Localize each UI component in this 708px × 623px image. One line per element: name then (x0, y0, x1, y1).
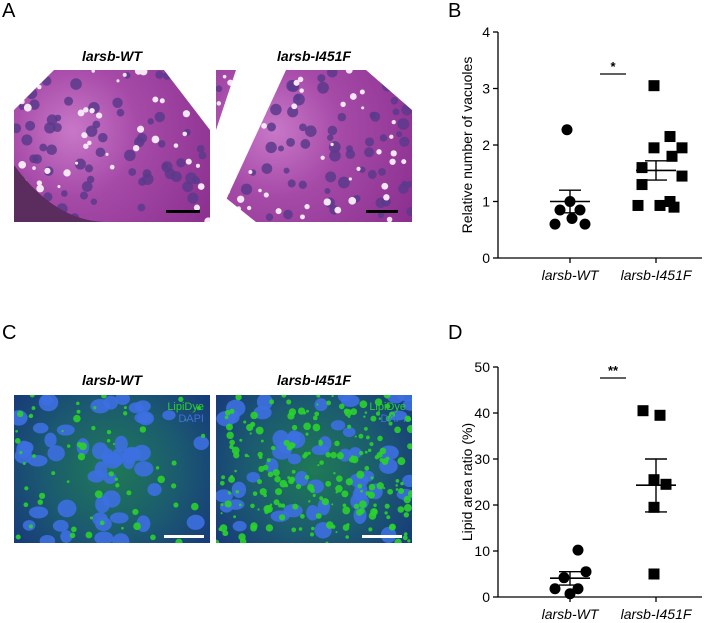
scale-bar (166, 210, 200, 213)
y-tick-label: 0 (482, 589, 490, 605)
data-point (564, 588, 576, 600)
y-tick-label: 50 (474, 359, 490, 375)
data-point (654, 409, 666, 421)
x-tick-label: larsb-I451F (621, 606, 693, 622)
panel-a-right-title: larsb-I451F (277, 48, 351, 64)
data-point (579, 218, 591, 230)
fluorescence-micrograph-i451f: LipiDye DAPI (216, 395, 412, 543)
y-tick-label: 20 (474, 497, 490, 513)
data-point (561, 124, 573, 136)
scale-bar (164, 535, 204, 538)
data-point (549, 218, 561, 230)
he-micrograph-wt (14, 70, 210, 222)
data-point (572, 544, 584, 556)
data-point (549, 583, 561, 595)
dapi-label: DAPI (380, 413, 406, 425)
significance-label: * (610, 59, 616, 74)
data-point (676, 142, 688, 154)
data-point (636, 162, 648, 174)
vacuole-scatter-chart: 0 1 2 3 4 Relative number of vacuoles larsb-WT… (459, 24, 702, 283)
data-point (654, 199, 666, 211)
lipidye-label: LipiDye (369, 401, 406, 413)
panel-d-letter: D (448, 322, 463, 344)
data-point (648, 568, 660, 580)
data-point (566, 212, 578, 224)
data-point (554, 204, 566, 216)
data-point (666, 150, 678, 162)
y-tick-label: 40 (474, 405, 490, 421)
y-tick-label: 2 (482, 137, 490, 153)
y-tick-label: 3 (482, 81, 490, 97)
data-point (648, 142, 660, 154)
fluorescence-micrograph-wt: LipiDye DAPI (14, 395, 210, 543)
data-point (572, 583, 584, 595)
data-point (574, 204, 586, 216)
y-tick-label: 30 (474, 451, 490, 467)
data-point (664, 196, 676, 207)
data-point (660, 478, 672, 490)
panel-c-left-title: larsb-WT (82, 372, 142, 388)
x-tick-label: larsb-WT (542, 606, 600, 622)
x-tick-label: larsb-I451F (621, 267, 693, 283)
y-tick-label: 4 (482, 24, 490, 40)
panel-c-letter: C (2, 322, 17, 344)
scale-bar (366, 210, 398, 213)
scale-bar (362, 535, 402, 538)
data-point (632, 199, 644, 211)
panel-a-left-title: larsb-WT (82, 48, 142, 64)
data-point (636, 179, 648, 191)
data-point (580, 566, 592, 578)
dapi-label: DAPI (178, 413, 204, 425)
panel-a-letter: A (2, 0, 16, 22)
y-axis-label: Lipid area ratio (%) (459, 423, 475, 541)
data-point (668, 201, 680, 213)
significance-label: ** (608, 363, 619, 378)
data-point (664, 131, 676, 143)
y-tick-label: 1 (482, 194, 490, 210)
x-tick-label: larsb-WT (542, 267, 600, 283)
lipid-area-scatter-chart: 0 10 20 30 40 50 Lipid area ratio (%) larsb-WT l… (459, 359, 702, 622)
panel-c-right-title: larsb-I451F (277, 372, 351, 388)
y-tick-label: 0 (482, 250, 490, 266)
data-point (637, 405, 649, 417)
panel-b-letter: B (448, 0, 462, 22)
data-point (648, 474, 660, 486)
data-point (676, 170, 688, 182)
lipidye-label: LipiDye (167, 401, 204, 413)
data-point (648, 501, 660, 513)
y-tick-label: 10 (474, 543, 490, 559)
y-axis-label: Relative number of vacuoles (459, 57, 475, 234)
he-micrograph-i451f (216, 70, 412, 222)
data-point (648, 80, 660, 92)
